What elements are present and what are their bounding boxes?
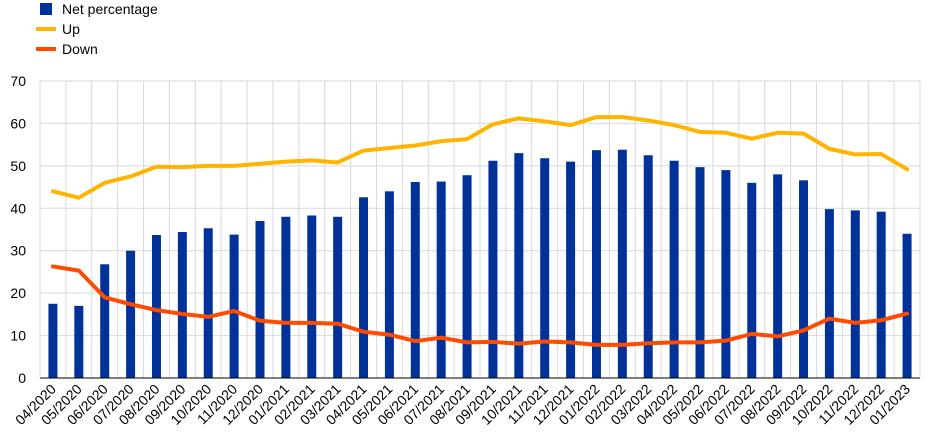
bar-net-percentage xyxy=(359,197,369,378)
y-tick-label: 20 xyxy=(10,285,26,301)
bar-net-percentage xyxy=(876,211,886,378)
bar-net-percentage xyxy=(902,233,912,378)
bar-net-percentage xyxy=(307,215,317,378)
bar-net-percentage xyxy=(850,210,860,378)
bar-net-percentage xyxy=(255,221,265,378)
legend-item-down: Down xyxy=(36,41,98,57)
bar-net-percentage xyxy=(566,161,576,378)
y-tick-label: 40 xyxy=(10,200,26,216)
legend-item-up: Up xyxy=(36,21,80,37)
bar-net-percentage xyxy=(462,175,472,378)
bar-net-percentage xyxy=(126,250,136,378)
legend-swatch-net-percentage xyxy=(40,3,52,15)
y-tick-label: 0 xyxy=(18,370,26,386)
line-down xyxy=(50,264,910,347)
bar-net-percentage xyxy=(177,232,187,378)
bar-net-percentage xyxy=(747,182,757,378)
y-axis: 0 10 20 30 40 50 60 70 xyxy=(10,73,26,386)
bar-net-percentage xyxy=(488,160,498,378)
bar-net-percentage xyxy=(773,174,783,378)
bar-net-percentage xyxy=(540,158,550,378)
bar-net-percentage xyxy=(229,234,239,378)
bar-net-percentage xyxy=(74,305,84,378)
bar-net-percentage xyxy=(721,170,731,378)
legend-label-up: Up xyxy=(62,21,80,37)
y-tick-label: 30 xyxy=(10,243,26,259)
bar-net-percentage xyxy=(669,160,679,378)
x-axis: 04/202005/202006/202007/202008/202009/20… xyxy=(12,377,920,428)
bar-net-percentage xyxy=(100,264,110,378)
bar-net-percentage xyxy=(695,167,705,378)
bar-net-percentage xyxy=(203,228,213,378)
bar-net-percentage xyxy=(410,181,420,378)
y-tick-label: 70 xyxy=(10,73,26,89)
bar-net-percentage xyxy=(281,216,291,378)
bar-net-percentage xyxy=(799,180,809,378)
bar-net-percentage xyxy=(643,155,653,378)
bar-net-percentage xyxy=(333,216,343,378)
bar-net-percentage xyxy=(591,150,601,378)
y-tick-label: 50 xyxy=(10,158,26,174)
legend: Net percentage Up Down xyxy=(36,1,158,57)
legend-item-net-percentage: Net percentage xyxy=(40,1,158,17)
legend-label-net-percentage: Net percentage xyxy=(62,1,158,17)
line-series xyxy=(50,115,910,347)
legend-label-down: Down xyxy=(62,41,98,57)
y-tick-label: 60 xyxy=(10,115,26,131)
bar-net-percentage xyxy=(151,235,161,378)
bar-net-percentage xyxy=(384,191,394,378)
bar-net-percentage xyxy=(617,149,627,378)
bar-net-percentage xyxy=(824,209,834,378)
bar-net-percentage xyxy=(514,153,524,378)
bar-net-percentage xyxy=(48,303,58,378)
bar-series xyxy=(48,149,912,378)
bar-net-percentage xyxy=(436,181,446,378)
line-up xyxy=(50,115,910,200)
y-tick-label: 10 xyxy=(10,328,26,344)
